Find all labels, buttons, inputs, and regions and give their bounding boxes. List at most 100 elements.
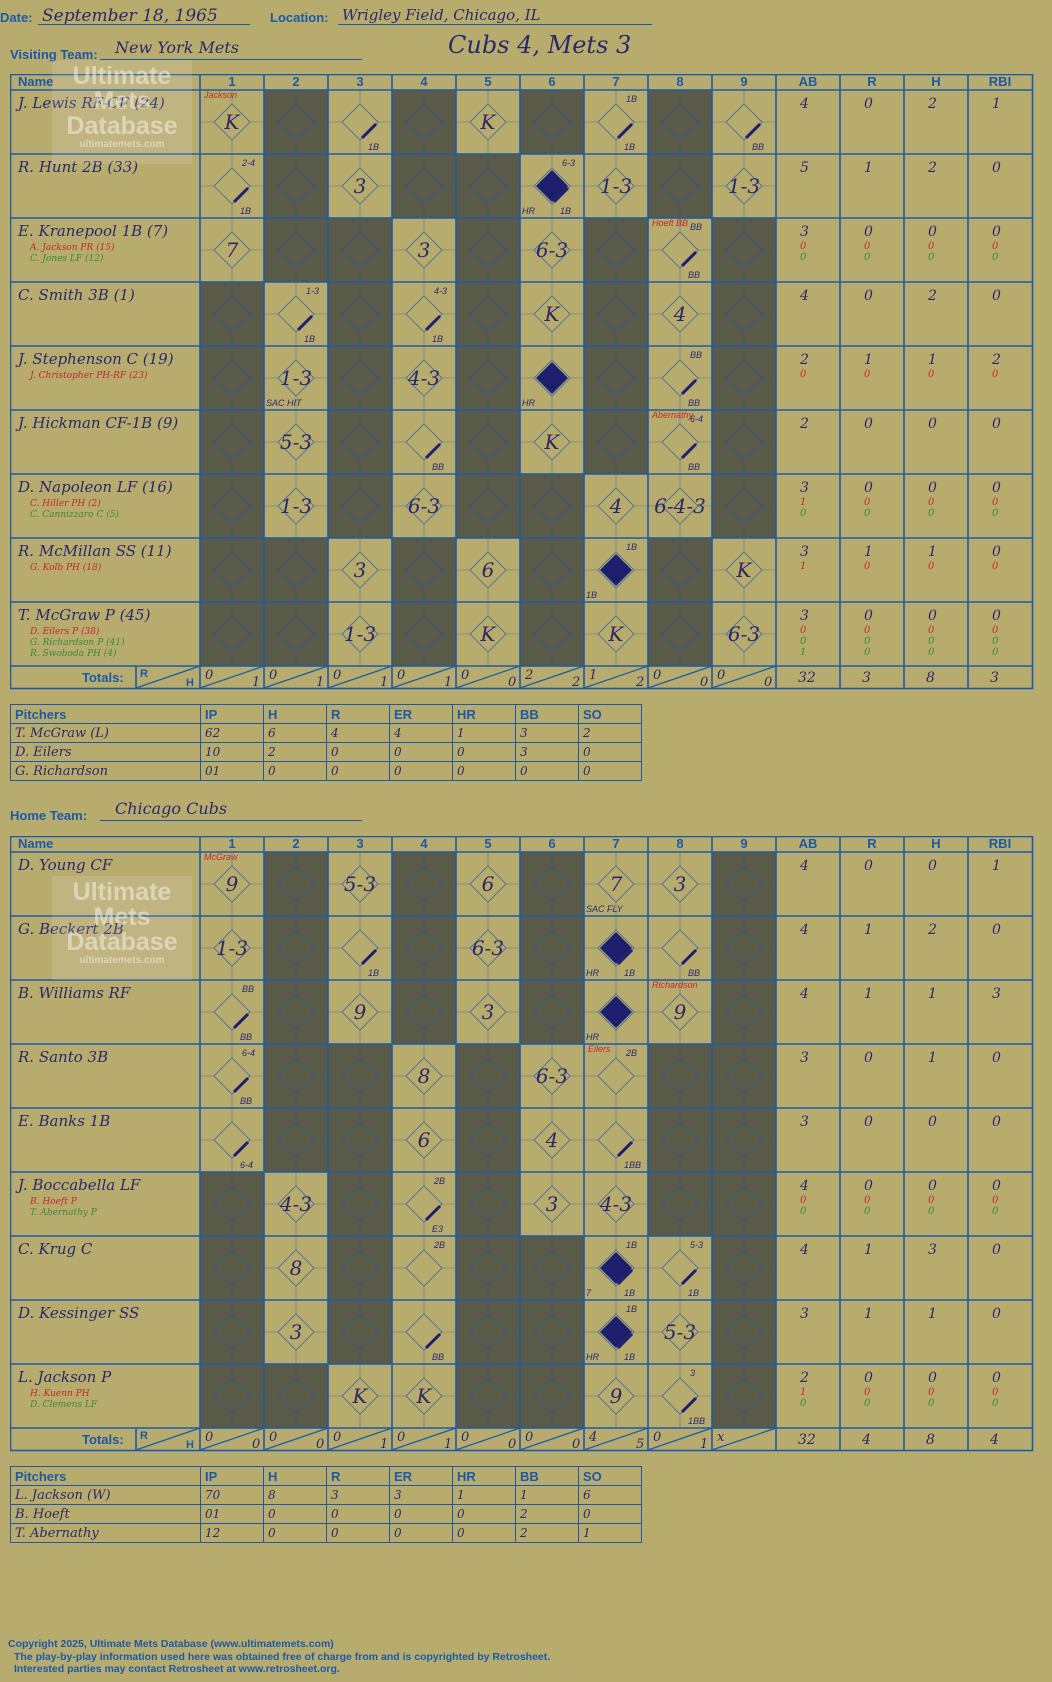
play-note: SAC FLY xyxy=(586,904,624,914)
batter-stat: 0 xyxy=(928,224,937,240)
cell-guide xyxy=(328,474,392,538)
cell-guide xyxy=(584,916,648,980)
play-result: 3 xyxy=(354,558,367,582)
base-path-line xyxy=(680,378,698,396)
play-note: 7 xyxy=(586,1288,592,1298)
pitching-stat-header: ER xyxy=(389,704,453,724)
inning-hits: 0 xyxy=(572,1437,580,1452)
inning-hits: 1 xyxy=(700,1437,708,1452)
batter-stat: 0 xyxy=(864,497,871,508)
watermark-line2: Mets xyxy=(93,87,151,115)
inning-runs: 2 xyxy=(524,668,533,683)
batter-stat: 3 xyxy=(800,1050,809,1066)
cell-guide xyxy=(584,154,648,218)
batter-stat: 0 xyxy=(800,1195,807,1206)
stat-header: H xyxy=(931,836,940,851)
advance-label: 1B xyxy=(626,94,637,104)
pitching-stat: 4 xyxy=(326,723,390,743)
cell-guide xyxy=(200,154,264,218)
base-diamond xyxy=(661,1377,699,1415)
cell-guide xyxy=(648,538,712,602)
pitching-stat-header: BB xyxy=(515,704,579,724)
batter-stat: 0 xyxy=(928,858,937,874)
batter-stat: 0 xyxy=(992,625,999,636)
inning-header: 2 xyxy=(292,74,299,89)
batter-stat: 0 xyxy=(992,1306,1001,1322)
cell-guide xyxy=(264,410,328,474)
substitute-name: T. Abernathy P xyxy=(30,1208,98,1218)
advance-label: 2-4 xyxy=(241,158,255,168)
totals-slash xyxy=(583,1427,649,1451)
batter-stat: 0 xyxy=(928,1178,937,1194)
batter-stat: 0 xyxy=(928,241,935,252)
pitching-stat: 10 xyxy=(200,742,264,762)
pitchers-header: Pitchers xyxy=(10,704,201,724)
cell-guide xyxy=(648,1172,712,1236)
cell-guide xyxy=(392,282,456,346)
name-column-header: Name xyxy=(18,74,53,89)
pitcher-change-note: McGraw xyxy=(204,852,238,862)
totals-r-label: R xyxy=(140,1430,148,1442)
base-hit-label: 6-4 xyxy=(240,1160,253,1170)
pitching-stat: 70 xyxy=(200,1485,264,1505)
pitching-stat: 01 xyxy=(200,761,264,781)
watermark-line3: Database xyxy=(66,112,178,140)
cell-guide xyxy=(264,1044,328,1108)
play-result: 3 xyxy=(546,1192,559,1216)
base-hit-label: BB xyxy=(432,1352,444,1362)
cell-guide xyxy=(648,1044,712,1108)
pitching-stat: 0 xyxy=(578,742,642,762)
cell-guide xyxy=(584,538,648,602)
watermark-home: Ultimate Mets Database ultimatemets.com xyxy=(52,876,192,980)
location-label: Location: xyxy=(270,10,329,25)
base-diamond xyxy=(661,359,699,397)
cell-guide xyxy=(584,1044,648,1108)
batter-stat: 1 xyxy=(864,1306,873,1322)
totals-slash xyxy=(327,1427,393,1451)
batter-stat: 0 xyxy=(992,369,999,380)
cell-guide xyxy=(200,1236,264,1300)
pitcher-row: D. Eilers 10 2 0 0 0 3 0 xyxy=(10,742,642,762)
pitching-stat: 0 xyxy=(452,1523,516,1543)
totals-slash xyxy=(455,1427,521,1451)
base-diamond xyxy=(213,1121,251,1159)
cell-guide xyxy=(712,852,776,916)
inning-header: 3 xyxy=(356,836,363,851)
cell-guide xyxy=(392,538,456,602)
home-team-label: Home Team: xyxy=(10,808,88,823)
batter-stat: 0 xyxy=(992,497,999,508)
cell-guide xyxy=(520,852,584,916)
advance-label: BB xyxy=(690,222,702,232)
batter-stat: 3 xyxy=(800,224,809,240)
cell-guide xyxy=(712,916,776,980)
run-scored-diamond xyxy=(536,170,568,202)
cell-guide xyxy=(520,218,584,282)
cell-guide xyxy=(392,154,456,218)
pitching-stat-header: IP xyxy=(200,1466,264,1486)
base-path-line xyxy=(296,314,314,332)
batter-stat: 0 xyxy=(928,508,935,519)
cell-guide xyxy=(456,1108,520,1172)
inning-hits: 2 xyxy=(571,675,580,690)
totals-slash xyxy=(519,1427,585,1451)
pitching-stat: 0 xyxy=(326,1523,390,1543)
inning-runs: 0 xyxy=(653,668,661,683)
base-path-line xyxy=(680,1268,698,1286)
substitute-name: B. Hoeft P xyxy=(29,1197,78,1207)
play-result: 1-3 xyxy=(728,174,760,198)
batter-name: D. Young CF xyxy=(17,856,113,874)
base-path-line xyxy=(552,186,570,204)
cell-guide xyxy=(520,282,584,346)
cell-guide xyxy=(456,282,520,346)
cell-guide xyxy=(520,1236,584,1300)
cell-guide xyxy=(520,1364,584,1428)
batter-stat: 0 xyxy=(864,561,871,572)
cell-guide xyxy=(520,346,584,410)
inning-runs: 0 xyxy=(717,668,725,683)
stat-header: H xyxy=(931,74,940,89)
batter-stat: 0 xyxy=(864,1178,873,1194)
base-path-line xyxy=(616,948,634,966)
cell-guide xyxy=(648,154,712,218)
play-result: 9 xyxy=(226,872,239,896)
batter-stat: 0 xyxy=(928,480,937,496)
